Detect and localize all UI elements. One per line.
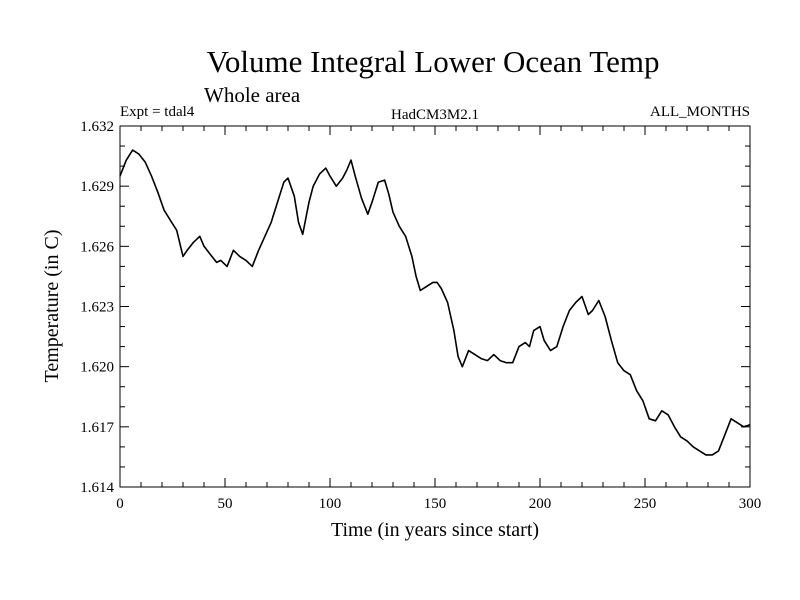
y-axis-label: Temperature (in C) — [41, 230, 63, 383]
y-tick-label: 1.620 — [80, 360, 114, 376]
series-line — [119, 149, 751, 456]
x-tick-label: 200 — [529, 496, 552, 512]
model-label: HadCM3M2.1 — [391, 107, 479, 123]
x-tick-label: 150 — [424, 496, 447, 512]
y-tick-label: 1.623 — [80, 300, 114, 316]
x-axis-label: Time (in years since start) — [331, 519, 539, 541]
y-tick-label: 1.626 — [80, 239, 114, 255]
y-tick-label: 1.629 — [80, 179, 114, 195]
chart-subtitle: Whole area — [204, 83, 301, 107]
plot-frame — [119, 125, 751, 488]
x-tick-label: 100 — [319, 496, 342, 512]
y-tick-label: 1.617 — [80, 420, 114, 436]
y-tick-label: 1.632 — [80, 119, 114, 135]
expt-label: Expt = tdal4 — [120, 104, 195, 120]
x-tick-labels: 0 50 100 150 200 250 300 — [116, 496, 761, 512]
y-tick-label: 1.614 — [80, 480, 114, 496]
chart-title: Volume Integral Lower Ocean Temp — [207, 44, 660, 79]
x-tick-label: 250 — [634, 496, 657, 512]
months-label: ALL_MONTHS — [650, 104, 750, 120]
x-tick-label: 50 — [218, 496, 233, 512]
x-tick-label: 0 — [116, 496, 124, 512]
axis-ticks — [119, 125, 751, 488]
y-tick-labels: 1.614 1.617 1.620 1.623 1.626 1.629 1.632 — [80, 119, 114, 496]
x-tick-label: 300 — [739, 496, 762, 512]
